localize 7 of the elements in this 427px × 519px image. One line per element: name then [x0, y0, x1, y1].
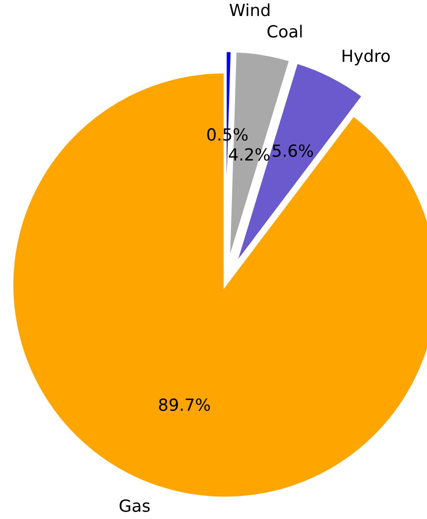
data-label: 89.7% [159, 398, 210, 412]
slice-label: Gas [120, 499, 150, 512]
data-label: 4.2% [228, 148, 270, 161]
slice-label: Wind [230, 3, 270, 16]
slice-label: Hydro [342, 49, 390, 66]
data-label: 5.6% [272, 144, 313, 157]
slice-label: Coal [268, 24, 302, 38]
